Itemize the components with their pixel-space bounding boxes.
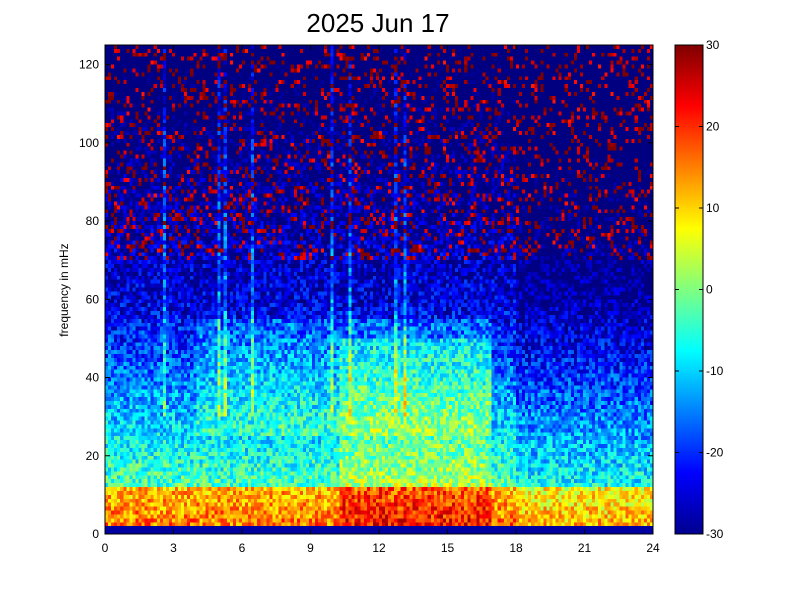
y-tick-label: 20 [86,449,100,463]
colorbar-gradient [675,45,703,534]
colorbar-ticks: -30 -20 -10 0 10 20 30 [675,38,724,541]
heatmap-plot-area [104,44,654,535]
colorbar: -30 -20 -10 0 10 20 30 [674,38,724,541]
x-tick-label: 15 [441,541,455,555]
x-axis: 0 3 6 9 12 15 18 21 24 [102,45,660,555]
y-tick-label: 80 [86,214,100,228]
y-axis: 0 20 40 60 80 100 120 [79,58,653,541]
x-tick-label: 6 [239,541,246,555]
colorbar-tick-label: 30 [706,38,720,52]
colorbar-tick-label: 20 [706,120,720,134]
x-tick-label: 24 [646,541,660,555]
colorbar-tick-label: -30 [706,527,724,541]
colorbar-tick-label: 10 [706,201,720,215]
y-axis-label: frequency in mHz [57,243,71,336]
heatmap-image [105,45,653,534]
x-tick-label: 12 [372,541,386,555]
colorbar-tick-label: -20 [706,446,724,460]
x-tick-label: 9 [307,541,314,555]
colorbar-tick-label: 0 [706,283,713,297]
y-tick-label: 60 [86,292,100,306]
x-tick-label: 0 [102,541,109,555]
x-tick-label: 21 [578,541,592,555]
chart-title: 2025 Jun 17 [306,8,449,38]
y-tick-label: 0 [92,527,99,541]
x-tick-label: 18 [509,541,523,555]
y-tick-label: 120 [79,58,99,72]
y-tick-label: 40 [86,371,100,385]
colorbar-tick-label: -10 [706,364,724,378]
y-tick-label: 100 [79,136,99,150]
x-tick-label: 3 [170,541,177,555]
